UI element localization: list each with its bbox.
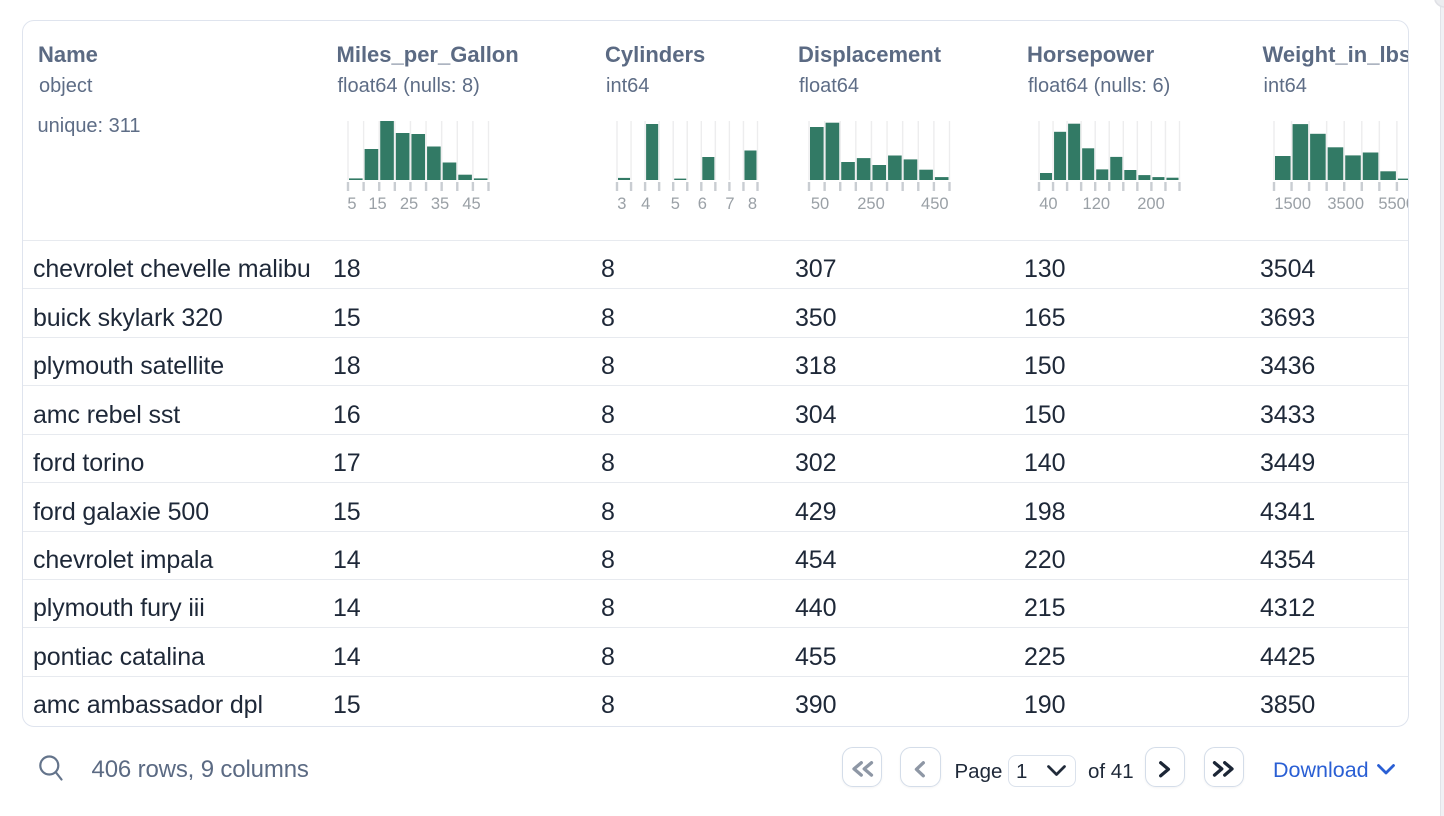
svg-text:8: 8 bbox=[748, 195, 757, 213]
svg-text:35: 35 bbox=[431, 195, 449, 213]
svg-text:7: 7 bbox=[725, 195, 734, 213]
svg-text:200: 200 bbox=[1137, 195, 1165, 213]
svg-text:6: 6 bbox=[698, 195, 707, 213]
svg-text:45: 45 bbox=[463, 195, 481, 213]
svg-text:40: 40 bbox=[1039, 195, 1057, 213]
svg-text:5: 5 bbox=[348, 195, 357, 213]
svg-text:15: 15 bbox=[369, 195, 387, 213]
svg-text:5500: 5500 bbox=[1379, 195, 1409, 213]
svg-text:450: 450 bbox=[921, 195, 949, 213]
svg-text:250: 250 bbox=[857, 195, 885, 213]
svg-text:4: 4 bbox=[641, 195, 650, 213]
svg-text:5: 5 bbox=[671, 195, 680, 213]
svg-text:50: 50 bbox=[811, 195, 829, 213]
svg-text:1500: 1500 bbox=[1275, 195, 1312, 213]
svg-text:3: 3 bbox=[617, 195, 626, 213]
svg-text:120: 120 bbox=[1083, 195, 1111, 213]
svg-text:3500: 3500 bbox=[1328, 195, 1365, 213]
svg-text:25: 25 bbox=[400, 195, 418, 213]
